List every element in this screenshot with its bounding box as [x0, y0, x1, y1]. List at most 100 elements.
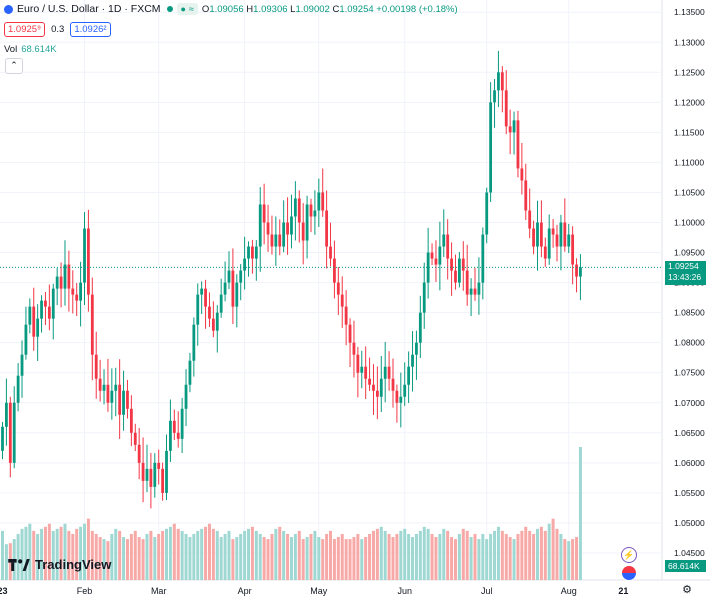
price-tick-label: 1.09500 [674, 248, 705, 258]
volume-bar [532, 533, 536, 580]
candle-body [1, 426, 4, 451]
volume-bar [508, 537, 512, 580]
volume-bar [442, 528, 446, 580]
trade-buttons: 1.0925⁹ 0.3 1.0926² [4, 22, 111, 37]
candle-body [262, 204, 266, 223]
volume-bar [371, 530, 375, 580]
tradingview-logo[interactable]: TradingView [8, 557, 111, 572]
candle-body [176, 432, 180, 439]
volume-bar [63, 523, 67, 580]
candle-body [278, 234, 282, 247]
volume-bar [395, 533, 399, 580]
candle-body [231, 270, 235, 307]
volume-bar [559, 533, 563, 580]
price-tick-label: 1.12500 [674, 67, 705, 77]
volume-bar [500, 530, 504, 580]
candle-body [368, 378, 371, 385]
volume-bar [172, 523, 176, 580]
candle-body [16, 375, 20, 403]
volume-bar [321, 539, 325, 580]
candle-body [12, 402, 16, 463]
volume-bar [317, 537, 321, 580]
candle-body [293, 198, 297, 217]
price-tick-label: 1.11500 [674, 127, 704, 137]
volume-bar [219, 537, 223, 580]
candle-body [364, 366, 368, 379]
volume-bar [547, 523, 551, 580]
volume-bar [391, 537, 395, 580]
volume-bar [555, 528, 559, 580]
candle-body [383, 366, 387, 379]
candle-body [461, 258, 465, 271]
symbol-options-pill[interactable]: ● ≈ [176, 3, 198, 15]
volume-bar [188, 537, 192, 580]
volume-bar [20, 528, 24, 580]
volume-bar [313, 530, 317, 580]
candle-body [8, 402, 12, 463]
candle-body [290, 216, 293, 235]
candle-body [356, 354, 360, 373]
candle-body [126, 390, 129, 409]
candle-body [102, 384, 106, 391]
candle-body [457, 258, 461, 283]
price-tick-label: 1.10000 [674, 218, 705, 228]
candle-body [274, 234, 278, 247]
lightning-icon[interactable]: ⚡ [621, 547, 637, 563]
volume-bar [4, 544, 8, 580]
volume-bar [94, 533, 98, 580]
volume-bar [438, 533, 442, 580]
candle-body [282, 222, 286, 247]
chart-grid [0, 0, 710, 581]
candle-body [169, 420, 172, 451]
volume-bar [578, 447, 582, 580]
chevron-up-icon[interactable]: ⌃ [5, 58, 23, 74]
candle-body [211, 318, 215, 331]
volume-bar [59, 526, 63, 580]
candle-body [251, 246, 254, 259]
volume-bar [446, 530, 450, 580]
symbol-title[interactable]: Euro / U.S. Dollar · 1D · FXCM [17, 3, 161, 15]
candle-body [90, 294, 94, 355]
flag-icon[interactable] [621, 565, 637, 581]
candle-body [360, 366, 364, 373]
volume-bar [83, 523, 87, 580]
candle-body [157, 462, 161, 469]
volume-bar [247, 528, 251, 580]
price-tick-label: 1.04500 [674, 548, 705, 558]
volume-bar [414, 533, 418, 580]
candle-body [579, 267, 582, 277]
candle-body [305, 204, 309, 241]
candle-body [129, 408, 133, 433]
candle-body [454, 270, 457, 283]
price-tick-label: 1.12000 [674, 97, 705, 107]
spread-value: 0.3 [51, 24, 65, 35]
candle-body [333, 258, 336, 283]
candle-body [430, 252, 434, 259]
settings-icon[interactable]: ⚙ [682, 584, 692, 596]
candle-body [40, 300, 43, 319]
volume-bar [344, 539, 348, 580]
volume-bar [407, 533, 411, 580]
candle-body [24, 324, 28, 355]
candle-body [172, 420, 176, 433]
symbol-icon[interactable] [4, 4, 13, 14]
candle-body [83, 228, 86, 283]
volume-bar [364, 537, 368, 580]
candle-body [340, 294, 344, 307]
buy-price-button[interactable]: 1.0926² [70, 22, 111, 37]
candle-body [575, 264, 578, 277]
sell-price-button[interactable]: 1.0925⁹ [4, 22, 46, 37]
candle-body [137, 444, 141, 463]
volume-bar [368, 533, 372, 580]
candle-body [227, 270, 231, 283]
volume-bar [36, 533, 40, 580]
volume-bar [481, 533, 485, 580]
volume-bar [403, 528, 407, 580]
candle-body [375, 390, 379, 397]
candle-body [219, 294, 223, 313]
candle-body [524, 180, 528, 211]
time-tick-label: Mar [151, 586, 167, 596]
volume-bar [524, 526, 528, 580]
volume-bar [231, 539, 235, 580]
